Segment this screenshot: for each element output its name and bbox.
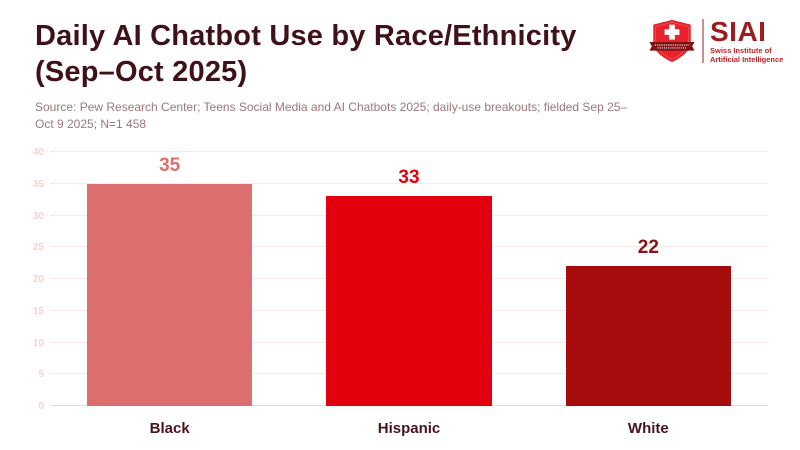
page-title: Daily AI Chatbot Use by Race/Ethnicity (… bbox=[35, 18, 635, 90]
x-axis-category-label-white: White bbox=[627, 420, 669, 437]
y-axis-tick-label-15: 15 bbox=[32, 305, 44, 317]
y-axis-tick-label-20: 20 bbox=[32, 274, 44, 285]
y-axis-tick-label-25: 25 bbox=[32, 242, 44, 254]
bar-value-label-white: 22 bbox=[637, 237, 659, 259]
siai-logo: SIAI Swiss Institute of Artificial Intel… bbox=[648, 18, 783, 64]
source-note-line1: Source: Pew Research Center; Teens Socia… bbox=[35, 100, 628, 114]
x-axis-category-label-black: Black bbox=[149, 420, 190, 437]
y-axis-tick-label-30: 30 bbox=[32, 210, 44, 222]
y-axis-tick-label-10: 10 bbox=[32, 337, 44, 349]
y-axis-tick-label-5: 5 bbox=[38, 369, 44, 381]
source-note: Source: Pew Research Center; Teens Socia… bbox=[35, 99, 675, 133]
bar-chart-plot-area: 0 5 10 15 20 25 30 35 40 35 Black 33 Hispanic 22 White bbox=[33, 147, 768, 437]
bar-hispanic bbox=[326, 196, 492, 406]
logo-wordmark: SIAI bbox=[710, 16, 767, 47]
bar-black bbox=[87, 183, 253, 406]
logo-text-block: SIAI Swiss Institute of Artificial Intel… bbox=[710, 16, 784, 65]
gridline-35 bbox=[50, 182, 768, 184]
swiss-shield-cross-icon bbox=[649, 19, 695, 63]
logo-divider bbox=[702, 19, 704, 63]
y-axis-tick-label-0: 0 bbox=[38, 401, 44, 412]
logo-subtitle-line2: Artificial Intelligence bbox=[710, 55, 784, 64]
page-title-line1: Daily AI Chatbot Use by Race/Ethnicity bbox=[35, 20, 577, 52]
bar-white bbox=[565, 266, 731, 406]
bar-value-label-hispanic: 33 bbox=[398, 167, 420, 189]
source-note-line2: Oct 9 2025; N=1 458 bbox=[35, 117, 147, 131]
logo-subtitle-line1: Swiss Institute of bbox=[710, 46, 772, 55]
gridline-40 bbox=[50, 151, 768, 152]
page-title-line2: (Sep–Oct 2025) bbox=[35, 56, 248, 88]
x-axis-category-label-hispanic: Hispanic bbox=[377, 420, 441, 437]
y-axis-tick-label-40: 40 bbox=[32, 147, 44, 158]
bar-value-label-black: 35 bbox=[159, 154, 181, 176]
y-axis-tick-label-35: 35 bbox=[32, 178, 44, 190]
